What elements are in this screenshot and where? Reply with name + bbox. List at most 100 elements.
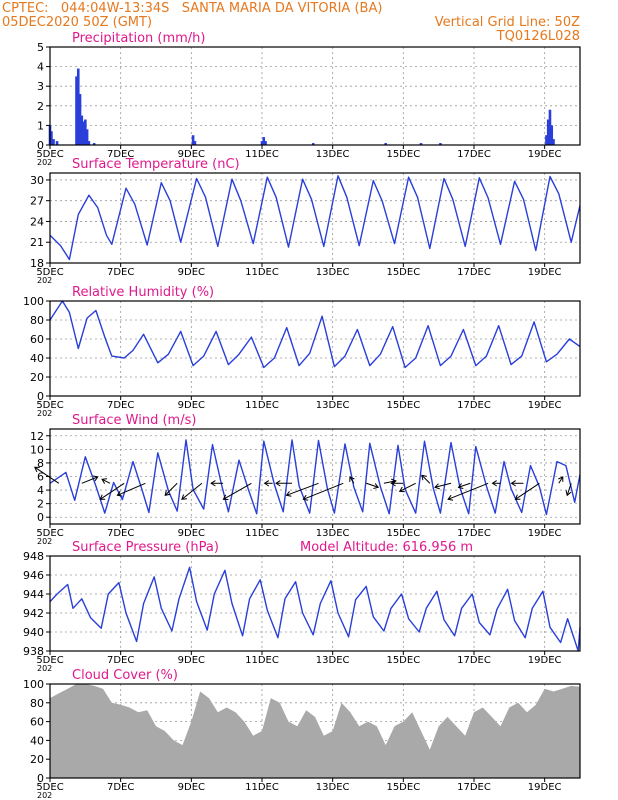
temp-series-line <box>49 175 581 261</box>
rh-ytick-label: 80 <box>30 314 44 327</box>
pressure-ytick-label: 946 <box>23 569 44 582</box>
temp-xtick-label: 9DEC <box>178 267 205 278</box>
temp-year-label: 202 <box>37 276 52 285</box>
precip-bar <box>80 115 84 145</box>
precip-xtick-label: 19DEC <box>528 149 562 160</box>
precip-ytick-label: 3 <box>37 80 44 93</box>
temp-xtick-label: 7DEC <box>107 267 134 278</box>
rh-xtick-label: 15DEC <box>386 400 420 411</box>
wind-xtick-label: 9DEC <box>178 528 205 539</box>
precip-bar <box>264 141 267 145</box>
rh-ytick-label: 40 <box>30 352 44 365</box>
pressure-xtick-label: 19DEC <box>528 655 562 666</box>
wind-vector-head <box>510 480 516 487</box>
cloud-ytick-label: 80 <box>30 697 44 710</box>
wind-ytick-label: 8 <box>37 457 44 470</box>
precip-bar <box>439 143 442 145</box>
precip-bar <box>384 143 387 145</box>
precip-bar <box>193 141 197 145</box>
precip-bar <box>191 135 195 145</box>
pressure-xtick-label: 17DEC <box>457 655 491 666</box>
precip-bar <box>85 129 89 145</box>
header-location: CPTEC: 044:04W-13:34S SANTA MARIA DA VIT… <box>2 1 383 16</box>
wind-vector <box>366 482 379 488</box>
wind-vector-head <box>390 480 396 487</box>
cloud-title: Cloud Cover (%) <box>72 668 178 683</box>
wind-vector-head <box>398 486 405 493</box>
rh-ytick-label: 20 <box>30 371 44 384</box>
rh-xtick-label: 19DEC <box>528 400 562 411</box>
temp-frame <box>49 172 581 264</box>
wind-xtick-label: 19DEC <box>528 528 562 539</box>
precip-bar <box>55 141 59 145</box>
wind-vector-head <box>34 466 40 473</box>
wind-vector-head <box>302 494 309 501</box>
wind-vector <box>421 474 431 484</box>
pressure-ytick-label: 948 <box>23 550 44 563</box>
precip-xtick-label: 17DEC <box>457 149 491 160</box>
precip-bar <box>92 143 96 145</box>
precip-xtick-label: 9DEC <box>178 149 205 160</box>
precip-xtick-label: 5DEC <box>36 149 63 160</box>
rh-xtick-label: 11DEC <box>245 400 279 411</box>
wind-ytick-label: 6 <box>37 471 44 484</box>
precip-ytick-label: 1 <box>37 119 44 132</box>
precip-frame <box>49 46 581 146</box>
wind-vector <box>101 478 111 484</box>
precip-ytick-label: 4 <box>37 61 44 74</box>
wind-vector <box>99 482 125 500</box>
rh-title: Relative Humidity (%) <box>72 285 214 300</box>
wind-xtick-label: 17DEC <box>457 528 491 539</box>
wind-ytick-label: 12 <box>30 430 44 443</box>
cloud-xtick-label: 13DEC <box>316 782 350 793</box>
precip-xtick-label: 15DEC <box>386 149 420 160</box>
wind-vector <box>164 482 178 496</box>
wind-vector-head <box>349 476 355 482</box>
temp-ytick-label: 30 <box>30 174 44 187</box>
rh-ytick-label: 0 <box>37 390 44 403</box>
wind-vector <box>349 476 355 484</box>
cloud-frame <box>49 683 581 779</box>
precip-bar <box>82 121 85 145</box>
wind-vector-head <box>421 474 427 481</box>
precip-bar <box>550 125 554 145</box>
precip-bar <box>75 76 78 145</box>
pressure-xtick-label: 15DEC <box>386 655 420 666</box>
pressure-ytick-label: 940 <box>23 626 44 639</box>
temp-xtick-label: 17DEC <box>457 267 491 278</box>
precip-bar <box>552 139 555 145</box>
wind-ytick-label: 10 <box>30 443 44 456</box>
cloud-area <box>50 684 580 778</box>
precip-bar <box>311 143 315 145</box>
pressure-title: Surface Pressure (hPa) <box>72 540 219 555</box>
wind-vector-head <box>447 494 454 501</box>
precip-bar <box>50 131 53 145</box>
wind-vector-head <box>565 490 572 497</box>
pressure-xtick-label: 9DEC <box>178 655 205 666</box>
wind-vector-head <box>210 480 216 487</box>
pressure-xtick-label: 13DEC <box>316 655 350 666</box>
header: CPTEC: 044:04W-13:34S SANTA MARIA DA VIT… <box>0 0 618 46</box>
wind-vector-head <box>222 494 229 500</box>
pressure-frame <box>49 555 581 652</box>
precip-bar <box>76 68 80 145</box>
precip-title: Precipitation (mm/h) <box>72 31 205 46</box>
rh-xtick-label: 9DEC <box>178 400 205 411</box>
wind-vector-head <box>558 476 564 482</box>
rh-year-label: 202 <box>37 409 52 418</box>
precip-bar <box>260 141 264 145</box>
wind-year-label: 202 <box>37 537 52 546</box>
precip-xtick-label: 11DEC <box>245 149 279 160</box>
wind-vector-head <box>285 491 292 497</box>
wind-vector <box>566 483 572 496</box>
wind-vector <box>286 482 319 496</box>
wind-vector <box>515 482 540 500</box>
pressure-series-line <box>49 566 581 652</box>
wind-vector <box>558 476 564 484</box>
cloud-xtick-label: 7DEC <box>107 782 134 793</box>
cloud-xtick-label: 15DEC <box>386 782 420 793</box>
wind-vector-head <box>457 483 464 489</box>
precip-bar <box>545 135 548 145</box>
temp-xtick-label: 5DEC <box>36 267 63 278</box>
